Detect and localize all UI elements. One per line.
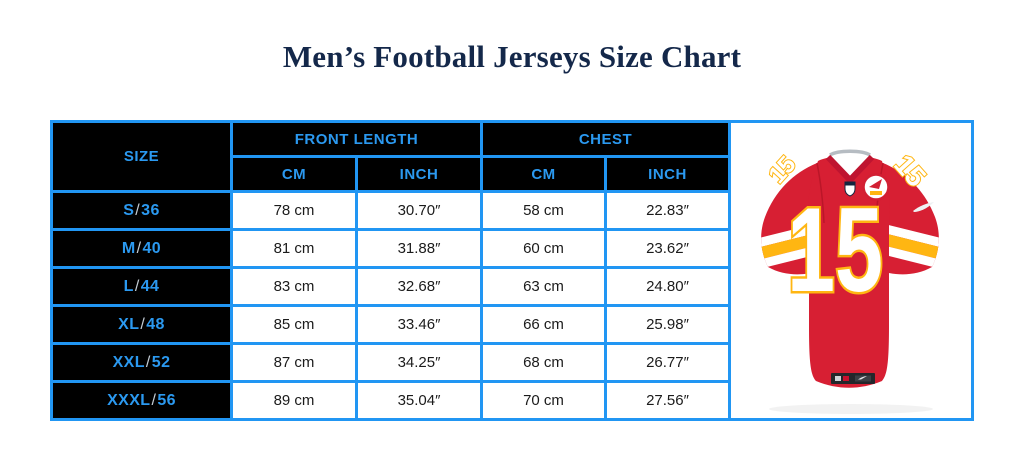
subheader-chest-inch: INCH [604,155,731,193]
front-length-inch-value: 35.04″ [355,380,483,421]
size-prefix: XL [118,315,140,333]
nfl-shield-icon [844,181,856,197]
table-row: XL/48 85 cm 33.46″ 66 cm 25.98″ [50,304,731,345]
front-length-inch-value: 30.70″ [355,190,483,231]
size-number: 40 [142,239,162,257]
chest-inch-value: 26.77″ [604,342,731,383]
size-prefix: M [121,239,136,257]
content-area: SIZE FRONT LENGTH CHEST CM INCH CM INCH … [50,120,974,421]
table-row: M/40 81 cm 31.88″ 60 cm 23.62″ [50,228,731,269]
size-number: 48 [146,315,165,333]
v-neck-trim [825,154,875,183]
chest-inch-value: 24.80″ [604,266,731,307]
jersey-15: 15 15 15 [761,148,939,414]
chest-cm-value: 63 cm [480,266,607,307]
jock-tag [831,373,875,384]
subheader-chest-cm: CM [480,155,607,193]
size-number: 36 [141,201,160,219]
size-separator: / [134,277,140,295]
size-separator: / [140,315,146,333]
size-prefix: L [123,277,134,295]
subheader-front-cm: CM [230,155,358,193]
table-row: XXXL/56 89 cm 35.04″ 70 cm 27.56″ [50,380,731,421]
size-number: 52 [151,353,171,371]
front-length-cm-value: 81 cm [230,228,358,269]
front-length-inch-value: 34.25″ [355,342,483,383]
size-label: XL/48 [50,304,233,345]
front-length-inch-value: 31.88″ [355,228,483,269]
size-prefix: XXXL [107,391,151,409]
size-chart-table: SIZE FRONT LENGTH CHEST CM INCH CM INCH … [50,120,731,421]
size-separator: / [136,239,142,257]
chest-inch-value: 23.62″ [604,228,731,269]
chest-cm-value: 70 cm [480,380,607,421]
back-neck-trim [829,149,871,157]
size-label: S/36 [50,190,233,231]
size-number: 44 [140,277,160,295]
jersey-torso [808,155,890,388]
size-label: M/40 [50,228,233,269]
size-label: XXXL/56 [50,380,233,421]
jersey-shadow [769,404,933,414]
page-title: Men’s Football Jerseys Size Chart [282,39,742,74]
jersey-illustration: 15 15 15 [761,148,939,414]
size-prefix: XXL [112,353,145,371]
front-length-cm-value: 78 cm [230,190,358,231]
front-length-inch-value: 33.46″ [355,304,483,345]
size-label: L/44 [50,266,233,307]
subheader-front-inch: INCH [355,155,483,193]
size-label: XXL/52 [50,342,233,383]
column-group-chest: CHEST [480,120,731,158]
table-header: SIZE FRONT LENGTH CHEST CM INCH CM INCH [50,120,731,193]
left-seam [816,162,825,224]
size-separator: / [145,353,151,371]
jersey-image-panel: 15 15 15 [728,120,974,421]
table-row: L/44 83 cm 32.68″ 63 cm 24.80″ [50,266,731,307]
chest-cm-value: 66 cm [480,304,607,345]
size-number: 56 [157,391,176,409]
front-length-cm-value: 87 cm [230,342,358,383]
chest-inch-value: 22.83″ [604,190,731,231]
column-header-size: SIZE [50,120,233,193]
chest-cm-value: 68 cm [480,342,607,383]
nike-swoosh-icon [913,202,934,212]
table-row: XXL/52 87 cm 34.25″ 68 cm 26.77″ [50,342,731,383]
chest-cm-value: 58 cm [480,190,607,231]
jersey-number: 15 [787,183,883,317]
chest-inch-value: 27.56″ [604,380,731,421]
front-length-cm-value: 85 cm [230,304,358,345]
size-separator: / [151,391,157,409]
column-group-front-length: FRONT LENGTH [230,120,483,158]
chest-cm-value: 60 cm [480,228,607,269]
chest-inch-value: 25.98″ [604,304,731,345]
table-row: S/36 78 cm 30.70″ 58 cm 22.83″ [50,190,731,231]
team-patch-icon [862,173,890,201]
size-prefix: S [123,201,135,219]
size-separator: / [135,201,141,219]
front-length-inch-value: 32.68″ [355,266,483,307]
front-length-cm-value: 89 cm [230,380,358,421]
front-length-cm-value: 83 cm [230,266,358,307]
neck-opening [828,152,872,179]
